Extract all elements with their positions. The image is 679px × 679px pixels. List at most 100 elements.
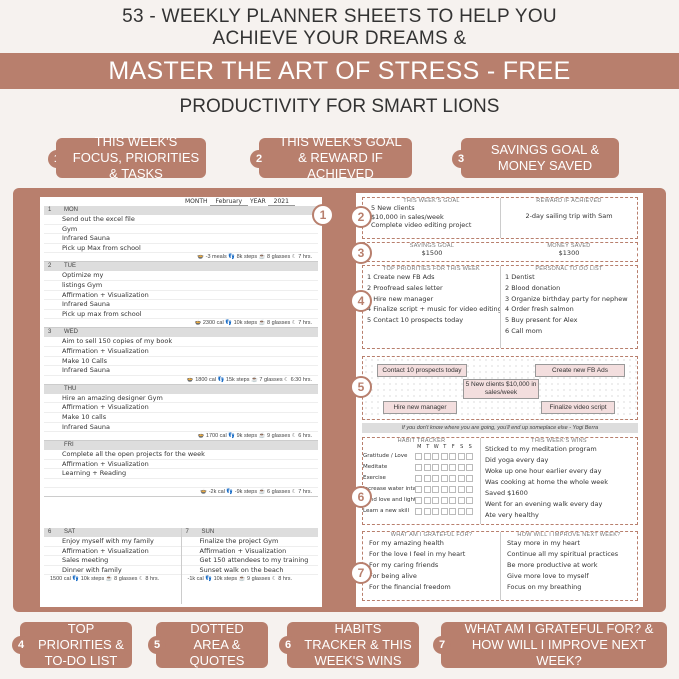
feature-pill-4: TOP PRIORITIES & TO-DO LIST xyxy=(20,621,132,668)
habit-checkbox[interactable] xyxy=(423,497,431,504)
habit-checkbox[interactable] xyxy=(457,453,465,460)
savings-value: $1500 xyxy=(421,249,443,257)
priority-item: 4 Finalize script + music for video edit… xyxy=(367,305,500,314)
habit-checkbox[interactable] xyxy=(415,453,422,460)
win-item: Did yoga every day xyxy=(485,456,549,464)
habit-checkbox[interactable] xyxy=(440,497,448,504)
habit-checkbox[interactable] xyxy=(466,508,473,515)
feature-pill-6: HABITS TRACKER & THIS WEEK'S WINS xyxy=(287,621,419,668)
habit-checkbox[interactable] xyxy=(432,497,439,504)
habit-checkbox[interactable] xyxy=(457,464,465,471)
wins-label: THIS WEEK'S WINS xyxy=(531,438,587,444)
day-block: FRI Complete all the open projects for th… xyxy=(44,441,318,498)
headline-line1: 53 - WEEKLY PLANNER SHEETS TO HELP YOU xyxy=(122,6,557,27)
habit-checkbox[interactable] xyxy=(432,508,439,515)
habit-checkbox[interactable] xyxy=(423,464,431,471)
goal-line: 5 New clients xyxy=(371,204,415,212)
habit-checkbox[interactable] xyxy=(415,508,422,515)
habit-checkbox[interactable] xyxy=(440,508,448,515)
sun-stats: -1k cal 👣 10k steps ☕ 9 glasses ☾ 8 hrs. xyxy=(187,576,293,583)
marker-5: 5 xyxy=(350,376,372,398)
habit-checkbox[interactable] xyxy=(466,497,473,504)
day-block: 1 MON Send out the excel file Gym Infrared S… xyxy=(44,206,318,263)
task-line: Infrared Sauna xyxy=(44,366,318,376)
goal-line: $10,000 in sales/week xyxy=(371,212,444,221)
reward-value: 2-day sailing trip with Sam xyxy=(525,212,613,220)
month-year-row: MONTH February YEAR 2021 xyxy=(185,197,295,207)
habit-name: Meditate xyxy=(363,464,388,470)
task-line: Affirmation + Visualization xyxy=(44,291,318,301)
priority-item: 3 Hire new manager xyxy=(367,294,434,303)
marker-7: 7 xyxy=(350,562,372,584)
grateful-section: WHAT AM I GRATEFUL FOR? For my amazing h… xyxy=(362,531,638,601)
habit-checkbox[interactable] xyxy=(449,486,456,493)
habit-day-header: F xyxy=(451,444,455,450)
habit-checkbox[interactable] xyxy=(415,464,422,471)
habit-label: HABIT TRACKER xyxy=(397,438,446,444)
habit-checkbox[interactable] xyxy=(432,453,439,460)
dotted-note: Hire new manager xyxy=(383,401,457,414)
habit-checkbox[interactable] xyxy=(466,464,473,471)
task-line: Affirmation + Visualization xyxy=(44,347,318,357)
day-number: 1 xyxy=(48,207,52,213)
habit-checkbox[interactable] xyxy=(423,486,431,493)
habit-checkbox[interactable] xyxy=(457,486,465,493)
task-line: Affirmation + Visualization xyxy=(44,460,318,470)
habit-checkbox[interactable] xyxy=(449,475,456,482)
habit-checkbox[interactable] xyxy=(457,475,465,482)
habit-checkbox[interactable] xyxy=(423,453,431,460)
habit-day-header: S xyxy=(460,444,464,450)
habit-checkbox[interactable] xyxy=(440,453,448,460)
feature-pill-7: WHAT AM I GRATEFUL FOR? & HOW WILL I IMP… xyxy=(441,621,667,668)
habit-checkbox[interactable] xyxy=(432,475,439,482)
improve-label: HOW WILL I IMPROVE NEXT WEEK? xyxy=(517,532,621,538)
sat-line: Sales meeting xyxy=(44,556,181,566)
day-stats: 🍲 -2k cal 👣 -9k steps ☕ 6 glasses ☾ 7 hr… xyxy=(44,488,318,498)
task-line: Affirmation + Visualization xyxy=(44,403,318,413)
habit-checkbox[interactable] xyxy=(432,464,439,471)
habit-checkbox[interactable] xyxy=(449,508,456,515)
task-line: Pick up Max from school xyxy=(44,244,318,254)
habit-day-header: W xyxy=(433,444,439,450)
habit-checkbox[interactable] xyxy=(440,464,448,471)
improve-item: Give more love to myself xyxy=(507,572,589,580)
day-stats: 🍲 1700 cal 👣 9k steps ☕ 9 glasses ☾ 6 hr… xyxy=(44,432,318,442)
sat-stats: 1500 cal 👣 10k steps ☕ 8 glasses ☾ 8 hrs… xyxy=(50,576,160,583)
weekend-row: 6 SAT Enjoy myself with my family Affirma… xyxy=(44,528,318,604)
habit-checkbox[interactable] xyxy=(457,508,465,515)
dotted-note: Finalize video script xyxy=(541,401,615,414)
habit-checkbox[interactable] xyxy=(423,508,431,515)
feature-text-7: WHAT AM I GRATEFUL FOR? & HOW WILL I IMP… xyxy=(464,621,654,668)
task-line: Gym xyxy=(44,225,318,235)
feature-pill-3: SAVINGS GOAL & MONEY SAVED xyxy=(461,138,619,178)
improve-item: Focus on my breathing xyxy=(507,583,582,591)
habit-checkbox[interactable] xyxy=(423,475,431,482)
habit-checkbox[interactable] xyxy=(415,497,422,504)
habit-checkbox[interactable] xyxy=(449,464,456,471)
day-stats: 🍲 2300 cal 👣 10k steps ☕ 8 glasses ☾ 7 h… xyxy=(44,319,318,329)
habit-checkbox[interactable] xyxy=(449,453,456,460)
habit-checkbox[interactable] xyxy=(440,475,448,482)
grateful-item: For my amazing health xyxy=(369,539,444,547)
marker-4: 4 xyxy=(350,290,372,312)
goal-section: THIS WEEK'S GOAL 5 New clients $10,000 i… xyxy=(362,197,638,239)
habit-checkbox[interactable] xyxy=(466,453,473,460)
todo-label: PERSONAL TO DO LIST xyxy=(535,266,603,272)
grateful-item: For my caring friends xyxy=(369,561,439,569)
habit-checkbox[interactable] xyxy=(466,475,473,482)
task-line: Aim to sell 150 copies of my book xyxy=(44,337,318,347)
habit-checkbox[interactable] xyxy=(457,497,465,504)
saturday-block: 6 SAT Enjoy myself with my family Affirma… xyxy=(44,528,182,604)
feature-number-4: 4 xyxy=(12,636,30,654)
habit-checkbox[interactable] xyxy=(466,486,473,493)
reward-label: REWARD IF ACHIEVED xyxy=(536,198,602,204)
priority-item: 2 Proofread sales letter xyxy=(367,283,443,292)
habit-checkbox[interactable] xyxy=(440,486,448,493)
habits-section: HABIT TRACKER M T W T F S S Gratitude / Love Med… xyxy=(362,437,638,525)
habit-checkbox[interactable] xyxy=(415,475,422,482)
habit-checkbox[interactable] xyxy=(449,497,456,504)
habit-checkbox[interactable] xyxy=(432,486,439,493)
task-line: Hire an amazing designer Gym xyxy=(44,394,318,404)
habit-checkbox[interactable] xyxy=(415,486,422,493)
marker-3: 3 xyxy=(350,242,372,264)
